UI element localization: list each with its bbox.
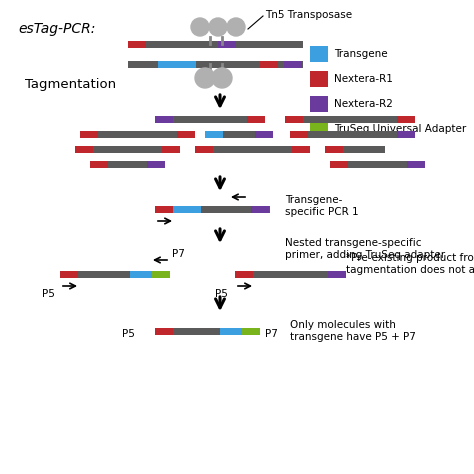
Bar [78, 271, 153, 277]
Bar [251, 206, 269, 212]
Bar [128, 40, 146, 47]
Bar [407, 161, 425, 167]
Bar [253, 271, 328, 277]
Circle shape [191, 18, 209, 36]
Bar [310, 71, 328, 87]
Text: P7: P7 [172, 249, 185, 259]
Bar [284, 61, 302, 67]
Bar [397, 130, 415, 137]
Bar [80, 130, 98, 137]
Bar [310, 46, 328, 62]
Bar [147, 161, 165, 167]
Bar [330, 161, 348, 167]
Bar [325, 146, 385, 153]
Bar [290, 130, 308, 137]
Text: Nextera-R1: Nextera-R1 [334, 74, 393, 84]
Bar [128, 61, 303, 67]
Text: Nextera-R2: Nextera-R2 [334, 99, 393, 109]
Circle shape [212, 68, 232, 88]
Bar [75, 146, 93, 153]
Bar [247, 116, 265, 122]
Bar [218, 40, 236, 47]
Text: Transgene: Transgene [334, 49, 388, 59]
Bar [90, 161, 165, 167]
Text: Tn5 Transposase: Tn5 Transposase [265, 10, 352, 20]
Text: Nested transgene-specific
primer, adding TruSeq adapter: Nested transgene-specific primer, adding… [285, 238, 445, 260]
Bar [173, 206, 201, 212]
Bar [290, 130, 415, 137]
Bar [235, 271, 253, 277]
Text: P5: P5 [215, 289, 228, 299]
Text: *Pre-existing product from
tagmentation does not amplify: *Pre-existing product from tagmentation … [346, 253, 474, 275]
Circle shape [227, 18, 245, 36]
Bar [397, 116, 415, 122]
Circle shape [209, 18, 227, 36]
Bar [155, 328, 173, 335]
Bar [155, 116, 265, 122]
Bar [255, 130, 273, 137]
Bar [310, 121, 328, 137]
Bar [285, 116, 303, 122]
Bar [205, 130, 223, 137]
Bar [80, 130, 195, 137]
Bar [128, 40, 303, 47]
Text: Tagmentation: Tagmentation [25, 78, 116, 91]
Bar [158, 61, 196, 67]
Circle shape [195, 68, 215, 88]
Bar [173, 328, 248, 335]
Bar [195, 146, 310, 153]
Text: TruSeq Universal Adapter: TruSeq Universal Adapter [334, 124, 466, 134]
Bar [330, 161, 425, 167]
Bar [260, 61, 278, 67]
Bar [310, 96, 328, 112]
Text: Only molecules with
transgene have P5 + P7: Only molecules with transgene have P5 + … [290, 320, 416, 342]
Bar [205, 130, 273, 137]
Bar [75, 146, 180, 153]
Bar [328, 271, 346, 277]
Bar [177, 130, 195, 137]
Bar [130, 271, 152, 277]
Text: esTag-PCR:: esTag-PCR: [18, 22, 95, 36]
Bar [220, 328, 242, 335]
Text: P7: P7 [265, 329, 278, 339]
Bar [155, 206, 270, 212]
Bar [285, 116, 415, 122]
Text: P5: P5 [42, 289, 55, 299]
Bar [325, 146, 343, 153]
Bar [155, 206, 173, 212]
Bar [292, 146, 310, 153]
Bar [152, 271, 170, 277]
Text: Transgene-
specific PCR 1: Transgene- specific PCR 1 [285, 195, 359, 217]
Bar [195, 146, 213, 153]
Text: P5: P5 [122, 329, 135, 339]
Bar [242, 328, 260, 335]
Bar [90, 161, 108, 167]
Bar [155, 116, 173, 122]
Bar [60, 271, 78, 277]
Bar [162, 146, 180, 153]
